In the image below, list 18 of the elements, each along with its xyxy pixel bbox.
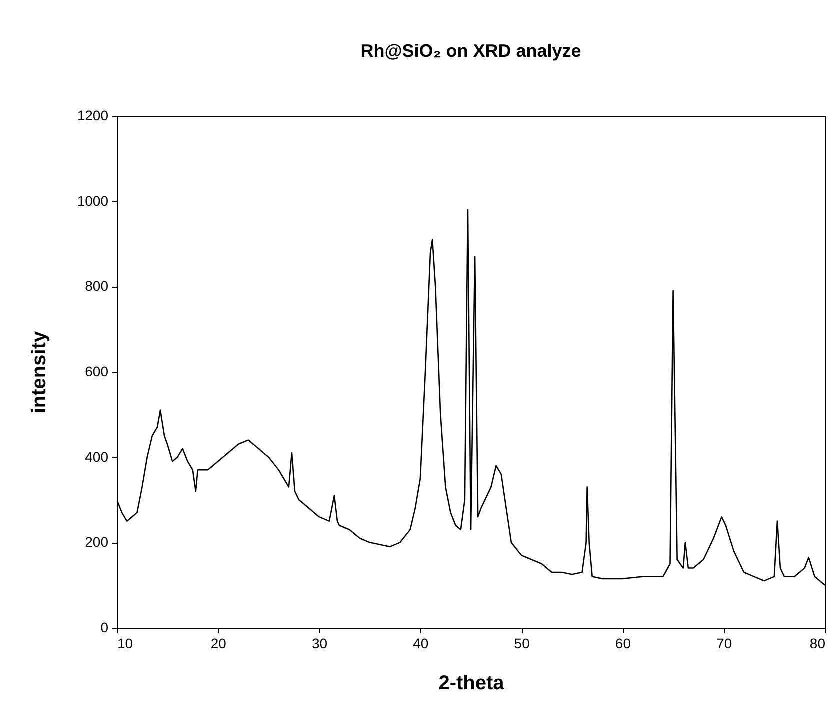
y-tick-label: 200 (85, 534, 109, 550)
y-tick-label: 1000 (77, 192, 109, 209)
x-tick-label: 10 (118, 636, 134, 652)
x-tick-label: 70 (716, 636, 732, 652)
y-tick-label: 0 (100, 620, 109, 636)
y-tick-label: 400 (85, 448, 109, 465)
chart-title: Rh@SiO₂ on XRD analyze (360, 41, 582, 61)
x-tick-label: 80 (810, 636, 826, 652)
x-tick-label: 60 (615, 636, 632, 652)
x-tick-label: 20 (210, 636, 227, 652)
x-axis-title: 2-theta (438, 672, 506, 694)
x-tick-label: 40 (413, 636, 429, 652)
y-tick-label: 1200 (77, 108, 109, 124)
x-tick-label: 50 (514, 636, 530, 652)
y-tick-label: 800 (85, 278, 109, 294)
x-tick-label: 30 (312, 636, 328, 652)
y-tick-label: 600 (85, 364, 109, 380)
y-axis-title: intensity (28, 330, 50, 414)
